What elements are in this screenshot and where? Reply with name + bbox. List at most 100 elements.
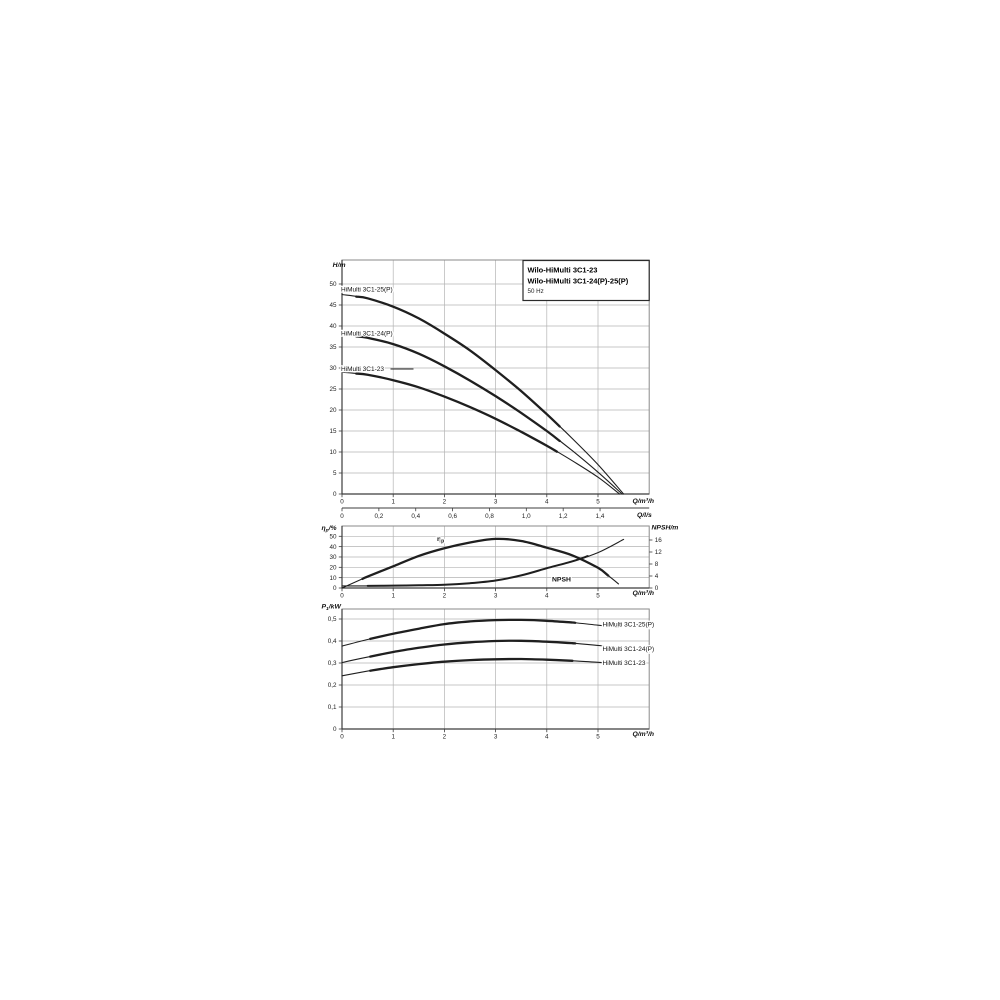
y-tick-label: 30 [329, 554, 337, 561]
y-tick-label: 20 [329, 565, 337, 572]
x-tick-label: 1 [391, 733, 395, 740]
curve-label-himulti-3c1-23: HiMulti 3C1-23 [341, 366, 384, 373]
secondary-x-tick-label: 1,4 [596, 513, 605, 520]
y-tick-label: 45 [329, 302, 337, 309]
curve-p-bold [361, 537, 610, 581]
curve-label-himulti-3c1-25p: HiMulti 3C1-25(P) [341, 287, 393, 294]
npsh-curve-label: NPSH [552, 577, 571, 584]
x-tick-label: 4 [545, 498, 549, 505]
y-tick-label: 15 [329, 428, 337, 435]
y2-tick-label: 8 [655, 561, 659, 568]
curve-himulti-3c1-25-p-bold [369, 618, 577, 641]
x-tick-label: 3 [494, 498, 498, 505]
secondary-x-tick-label: 0,8 [485, 513, 494, 520]
curve-himulti-3c1-24-p-bold [355, 335, 561, 443]
head-y-axis-unit-label: H/m [333, 262, 346, 269]
head-x-axis-unit-label: Q/m³/h [633, 498, 655, 505]
curve-himulti-3c1-25-p-thin [341, 293, 625, 495]
y-tick-label: 10 [329, 449, 337, 456]
power-x-axis-unit-label: Q/m³/h [633, 731, 655, 738]
curve-himulti-3c1-24-p-bold [369, 639, 577, 658]
eta-subscript: p [325, 528, 329, 533]
x-tick-label: 1 [391, 498, 395, 505]
y2-tick-label: 0 [655, 585, 659, 592]
y-tick-label: 0 [333, 585, 337, 592]
secondary-x-tick-label: 1,2 [559, 513, 568, 520]
y-tick-label: 10 [329, 575, 337, 582]
y-tick-label: 0 [333, 491, 337, 498]
x-tick-label: 2 [443, 592, 447, 599]
power-curve-label-himulti-3c1-25p: HiMulti 3C1-25(P) [603, 622, 655, 629]
y-tick-label: 50 [329, 534, 337, 541]
secondary-x-axis-unit-label: Q/l/s [637, 512, 652, 519]
title-line-2: Wilo-HiMulti 3C1-24(P)-25(P) [528, 277, 629, 286]
x-tick-label: 0 [340, 733, 344, 740]
eta-symbol: η [322, 525, 326, 532]
title-line-1: Wilo-HiMulti 3C1-23 [528, 266, 598, 275]
y-tick-label: 0,4 [328, 638, 337, 645]
x-tick-label: 5 [596, 592, 600, 599]
power-curve-label-himulti-3c1-24p: HiMulti 3C1-24(P) [603, 646, 655, 653]
p-subscript: 1 [326, 606, 329, 612]
frequency-label: 50 Hz [528, 288, 544, 295]
p-unit: /kW [328, 604, 342, 611]
y-tick-label: 5 [333, 470, 337, 477]
x-tick-label: 0 [340, 592, 344, 599]
x-tick-label: 5 [596, 733, 600, 740]
y2-tick-label: 12 [655, 549, 663, 556]
secondary-x-tick-label: 0,2 [374, 513, 383, 520]
eta-curve-subscript: p [441, 538, 444, 544]
x-tick-label: 1 [391, 592, 395, 599]
curve-label-himulti-3c1-24p: HiMulti 3C1-24(P) [341, 331, 393, 338]
power-curve-label-himulti-3c1-23: HiMulti 3C1-23 [603, 660, 646, 667]
curve-himulti-3c1-25-p-bold [355, 295, 561, 428]
x-tick-label: 4 [545, 592, 549, 599]
eta-unit: /% [328, 525, 337, 532]
secondary-x-tick-label: 1,0 [522, 513, 531, 520]
y-tick-label: 40 [329, 544, 337, 551]
chart-power: 0 1 2 3 4 5 0 0,1 0,2 0,3 0,4 0,5 [328, 608, 650, 740]
y-tick-label: 0 [333, 726, 337, 733]
x-tick-label: 2 [443, 498, 447, 505]
y2-tick-label: 16 [655, 537, 663, 544]
secondary-x-tick-label: 0 [340, 513, 344, 520]
x-tick-label: 3 [494, 592, 498, 599]
eff-x-axis-unit-label: Q/m³/h [633, 590, 655, 597]
curve-p-thin [341, 538, 620, 589]
secondary-x-tick-label: 0,4 [411, 513, 420, 520]
y-tick-label: 40 [329, 323, 337, 330]
y-tick-label: 0,3 [328, 660, 337, 667]
title-box-frame [522, 259, 650, 302]
y-tick-label: 20 [329, 407, 337, 414]
x-tick-label: 3 [494, 733, 498, 740]
power-y-axis-unit-label: P1/kW [322, 604, 342, 612]
y2-tick-label: 4 [655, 573, 659, 580]
curve-himulti-3c1-23-thin [341, 658, 617, 677]
y-tick-label: 30 [329, 365, 337, 372]
title-box: Wilo-HiMulti 3C1-23 Wilo-HiMulti 3C1-24(… [522, 259, 650, 302]
y-tick-label: 25 [329, 386, 337, 393]
eff-y-axis-unit-label: ηp/% [322, 525, 337, 533]
npsh-axis-unit-label: NPSH/m [652, 525, 679, 532]
y-tick-label: 50 [329, 281, 337, 288]
x-tick-label: 0 [340, 498, 344, 505]
x-tick-label: 5 [596, 498, 600, 505]
x-tick-label: 4 [545, 733, 549, 740]
y-tick-label: 0,1 [328, 704, 337, 711]
curve-npsh-bold [366, 555, 589, 587]
p-symbol: P [322, 604, 327, 611]
secondary-x-tick-label: 0,6 [448, 513, 457, 520]
curve-himulti-3c1-23-bold [355, 372, 559, 453]
curve-himulti-3c1-23-bold [369, 657, 574, 672]
curve-himulti-3c1-23-thin [341, 371, 621, 495]
eta-curve-symbol: η [437, 536, 441, 543]
x-tick-label: 2 [443, 733, 447, 740]
y-tick-label: 0,2 [328, 682, 337, 689]
y-tick-label: 35 [329, 344, 337, 351]
eta-curve-label: ηp [437, 536, 444, 544]
